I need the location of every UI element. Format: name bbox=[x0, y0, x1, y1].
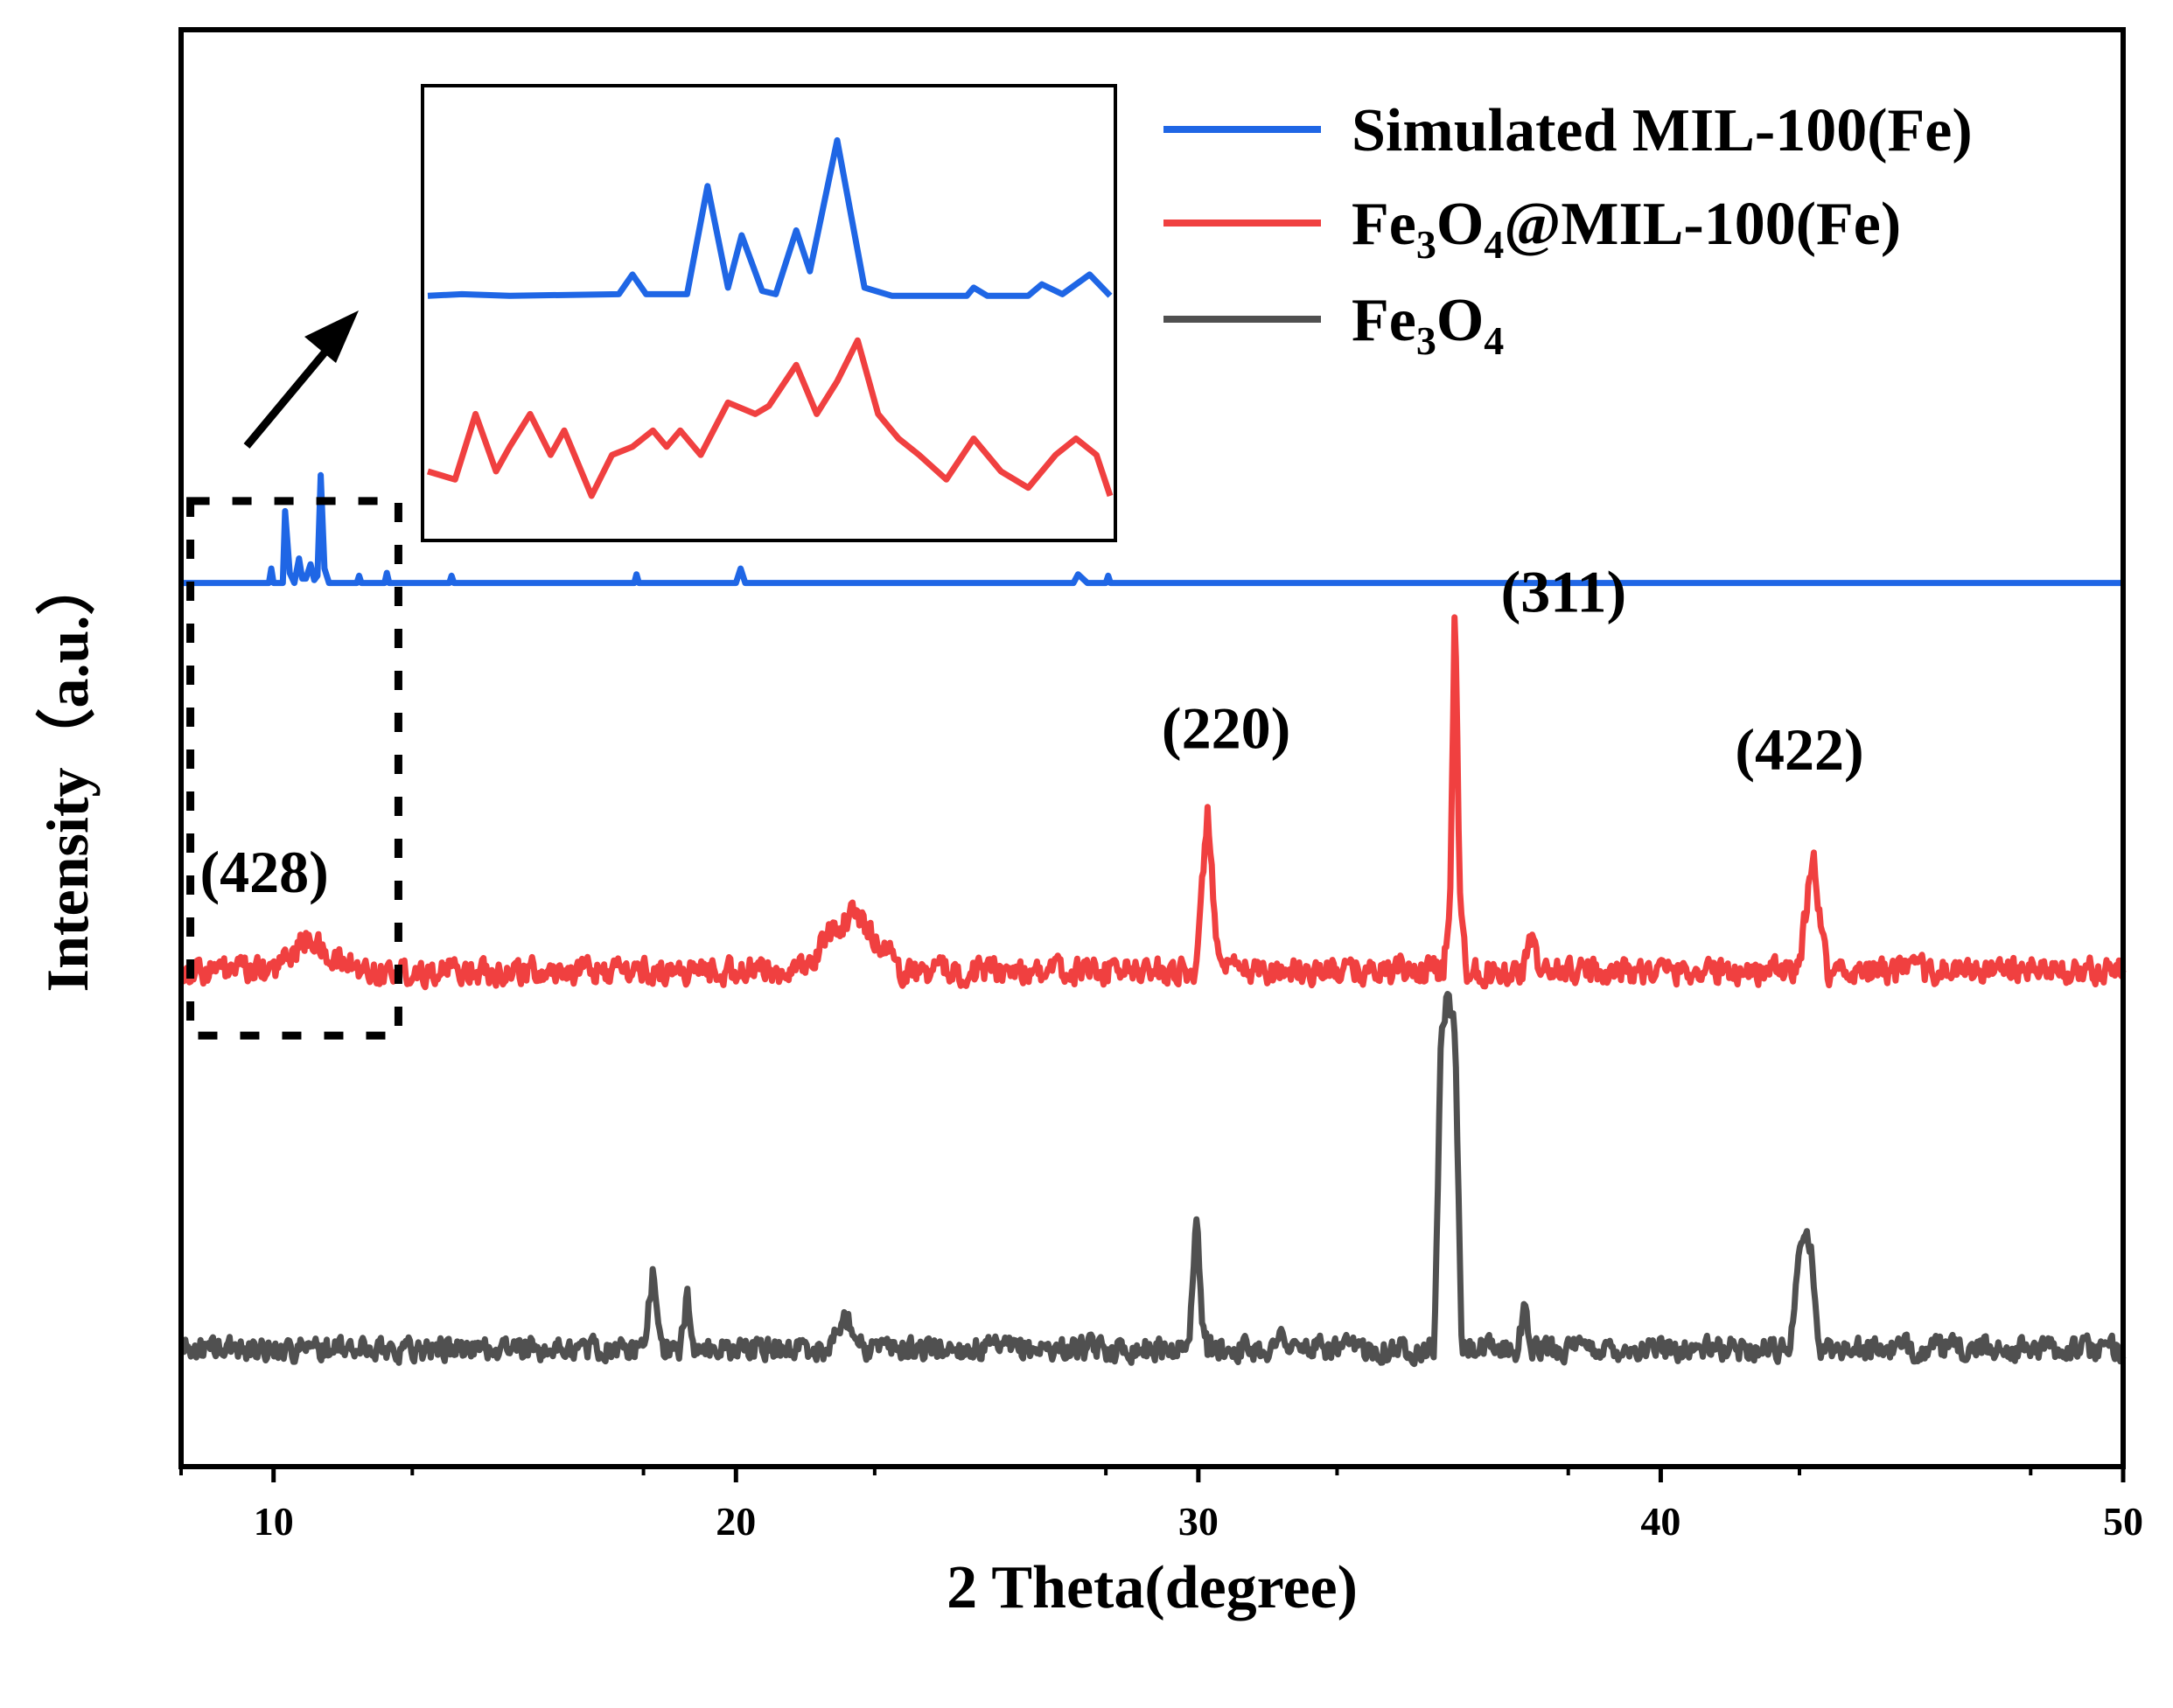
legend-label-part: Fe bbox=[1352, 287, 1416, 354]
x-tick-label-20: 20 bbox=[716, 1499, 756, 1544]
trace-layer bbox=[178, 471, 2127, 1368]
peak-label-0: (428) bbox=[199, 839, 328, 905]
x-axis-label: 2 Theta(degree) bbox=[947, 1554, 1358, 1621]
x-tick-label-10: 10 bbox=[254, 1499, 294, 1544]
legend-label-part: 3 bbox=[1416, 318, 1436, 363]
legend-label-part: 3 bbox=[1416, 222, 1436, 267]
legend: Simulated MIL-100(Fe)Fe3O4@MIL-100(Fe)Fe… bbox=[1163, 97, 1973, 363]
legend-label-composite: Fe3O4@MIL-100(Fe) bbox=[1352, 191, 1901, 267]
y-axis-label: Intensity（a.u.） bbox=[34, 556, 101, 993]
x-tick-label-40: 40 bbox=[1640, 1499, 1680, 1544]
zoom-region-box bbox=[186, 497, 402, 1040]
legend-label-part: Fe bbox=[1352, 191, 1416, 258]
peak-label-2: (311) bbox=[1501, 558, 1627, 624]
legend-label-part: O bbox=[1436, 191, 1484, 258]
plot-area: 10 20 30 40 50 bbox=[178, 27, 2143, 1544]
inset-panel bbox=[421, 84, 1117, 542]
peak-annotations: (428) (220) (311) (422) bbox=[199, 558, 1863, 904]
peak-label-3: (422) bbox=[1735, 716, 1863, 783]
zoom-arrow-shaft bbox=[243, 338, 338, 449]
x-tick-label-30: 30 bbox=[1178, 1499, 1219, 1544]
legend-label-fe3o4: Fe3O4 bbox=[1352, 287, 1504, 363]
legend-label-part: 4 bbox=[1484, 222, 1504, 267]
inset-frame bbox=[421, 84, 1117, 542]
inset-line-simulated bbox=[427, 136, 1113, 299]
inset-trace-layer bbox=[427, 136, 1114, 499]
x-tick-label-50: 50 bbox=[2103, 1499, 2143, 1544]
plot-frame bbox=[178, 27, 2126, 1469]
series-line-composite bbox=[178, 614, 2127, 991]
legend-label-simulated: Simulated MIL-100(Fe) bbox=[1352, 97, 1973, 164]
series-line-simulated bbox=[181, 471, 2123, 587]
legend-label-part: @MIL-100(Fe) bbox=[1504, 191, 1901, 258]
inset-line-composite bbox=[427, 337, 1114, 499]
zoom-arrow bbox=[243, 310, 359, 449]
legend-label-part: 4 bbox=[1484, 318, 1504, 363]
peak-label-1: (220) bbox=[1162, 695, 1290, 762]
x-axis-ticks: 10 20 30 40 50 bbox=[179, 1467, 2143, 1544]
legend-label-part: O bbox=[1436, 287, 1484, 354]
series-line-fe3o4 bbox=[178, 991, 2127, 1368]
legend-label-part: Simulated MIL-100(Fe) bbox=[1352, 97, 1973, 164]
zoom-arrow-head bbox=[304, 310, 359, 363]
zoom-region-rect bbox=[186, 497, 402, 1040]
